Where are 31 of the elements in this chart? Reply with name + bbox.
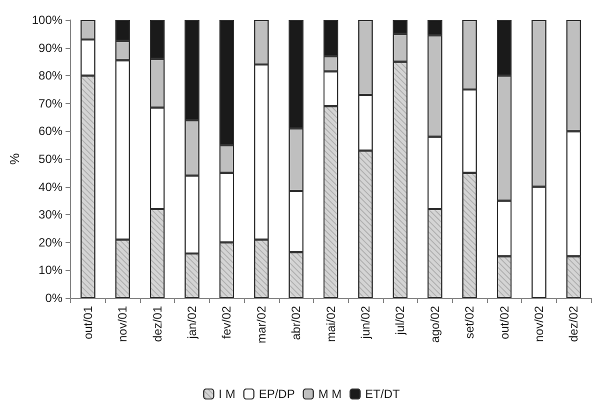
x-tick-label: jan/02 <box>185 306 200 340</box>
legend-label: ET/DT <box>365 387 401 401</box>
y-tick-label: 60% <box>38 124 63 138</box>
x-tick-label: out/01 <box>80 306 95 340</box>
x-tick-label: nov/02 <box>532 306 546 342</box>
y-tick-label: 0% <box>45 291 63 305</box>
y-tick-label: 40% <box>38 180 63 194</box>
x-tick-label: nov/01 <box>116 306 130 342</box>
x-tick-label: mai/02 <box>324 306 338 342</box>
x-tick-label: mar/02 <box>254 306 268 344</box>
y-tick-label: 70% <box>38 96 63 110</box>
y-tick-label: 20% <box>38 235 63 250</box>
y-tick-label: 50% <box>38 152 63 166</box>
y-tick-label: 100% <box>32 13 63 27</box>
y-tick-label: 80% <box>38 68 63 83</box>
legend-label: M M <box>318 387 342 401</box>
x-tick-label: set/02 <box>462 306 477 339</box>
y-axis-title: % <box>7 152 22 165</box>
y-tick-label: 90% <box>38 40 63 55</box>
x-tick-label: jun/02 <box>358 306 372 340</box>
x-tick-label: jul/02 <box>393 306 408 336</box>
legend-label: I M <box>218 387 236 401</box>
x-tick-label: dez/01 <box>150 306 164 342</box>
x-tick-label: fev/02 <box>220 306 234 339</box>
y-tick-label: 10% <box>38 263 63 278</box>
x-tick-label: ago/02 <box>428 306 442 343</box>
x-tick-label: out/02 <box>497 306 512 340</box>
x-tick-label: abr/02 <box>289 306 304 340</box>
y-tick-label: 30% <box>38 208 63 222</box>
x-tick-label: dez/02 <box>566 306 581 342</box>
legend-label: EP/DP <box>258 387 295 401</box>
